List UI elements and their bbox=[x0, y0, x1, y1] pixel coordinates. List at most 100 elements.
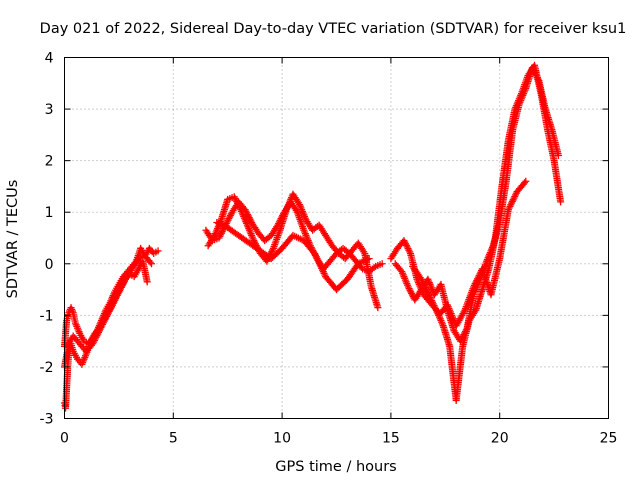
data-point bbox=[231, 194, 239, 202]
chart-title: Day 021 of 2022, Sidereal Day-to-day VTE… bbox=[40, 21, 627, 37]
data-point bbox=[374, 304, 382, 312]
data-point bbox=[407, 288, 415, 296]
data-point bbox=[461, 327, 469, 335]
data-point bbox=[406, 248, 414, 256]
y-tick-label: 1 bbox=[45, 205, 54, 221]
data-point bbox=[250, 237, 258, 245]
data-point bbox=[117, 285, 125, 293]
data-point bbox=[90, 338, 98, 346]
data-point bbox=[378, 260, 386, 268]
data-point bbox=[235, 202, 243, 210]
axes: 0 5 10 15 20 25 -3 -2 -1 0 1 2 3 4 bbox=[40, 51, 618, 447]
data-point bbox=[532, 72, 540, 80]
x-axis-label: GPS time / hours bbox=[275, 459, 396, 475]
data-point bbox=[217, 231, 225, 239]
data-point bbox=[505, 204, 513, 212]
data-point bbox=[99, 319, 107, 327]
data-point bbox=[522, 177, 530, 185]
data-point bbox=[319, 268, 327, 276]
data-point bbox=[406, 286, 414, 294]
data-point bbox=[402, 240, 410, 248]
y-tick-label: 2 bbox=[45, 154, 54, 170]
data-point bbox=[102, 314, 110, 322]
data-point bbox=[521, 179, 529, 187]
data-point bbox=[119, 280, 127, 288]
data-point bbox=[226, 211, 234, 219]
data-point bbox=[233, 199, 241, 207]
data-point bbox=[508, 199, 516, 207]
data-point bbox=[533, 73, 541, 81]
data-point bbox=[103, 311, 111, 319]
data-point bbox=[471, 280, 479, 288]
data-point bbox=[432, 306, 440, 314]
data-point bbox=[528, 64, 536, 72]
data-point bbox=[314, 256, 322, 264]
data-point bbox=[457, 337, 465, 345]
data-point bbox=[112, 295, 120, 303]
data-point bbox=[94, 330, 102, 338]
data-point bbox=[112, 293, 120, 301]
data-point bbox=[430, 302, 438, 310]
data-point bbox=[108, 303, 116, 311]
data-point bbox=[529, 65, 537, 73]
data-point bbox=[315, 259, 323, 267]
y-axis-label: SDTVAR / TECUs bbox=[5, 180, 21, 299]
data-point bbox=[472, 278, 480, 286]
data-point bbox=[96, 325, 104, 333]
x-tick-label: 25 bbox=[600, 431, 618, 447]
data-point bbox=[118, 282, 126, 290]
data-point bbox=[97, 324, 105, 332]
data-point bbox=[316, 261, 324, 269]
data-point bbox=[105, 307, 113, 315]
data-point bbox=[108, 301, 116, 309]
data-point bbox=[428, 298, 436, 306]
data-point bbox=[225, 215, 233, 223]
data-point bbox=[402, 241, 410, 249]
data-point bbox=[89, 340, 97, 348]
data-point bbox=[460, 331, 468, 339]
data-point bbox=[405, 246, 413, 254]
data-point bbox=[461, 329, 469, 337]
y-tick-label: -1 bbox=[40, 308, 54, 324]
data-point bbox=[424, 288, 432, 296]
data-point bbox=[106, 306, 114, 314]
data-point bbox=[470, 281, 478, 289]
data-point bbox=[474, 273, 482, 281]
data-point bbox=[226, 213, 234, 221]
data-point bbox=[420, 280, 428, 288]
data-point bbox=[408, 289, 416, 297]
data-point bbox=[511, 193, 519, 201]
data-point bbox=[107, 304, 115, 312]
data-point bbox=[104, 309, 112, 317]
data-point bbox=[114, 290, 122, 298]
x-tick-label: 0 bbox=[60, 431, 69, 447]
data-point bbox=[101, 316, 109, 324]
data-point bbox=[423, 287, 431, 295]
x-tick-label: 5 bbox=[169, 431, 178, 447]
data-point bbox=[508, 197, 516, 205]
data-point bbox=[143, 278, 151, 286]
data-point bbox=[317, 263, 325, 271]
y-tick-label: 3 bbox=[45, 102, 54, 118]
data-point bbox=[400, 237, 408, 245]
data-point bbox=[421, 283, 429, 291]
data-point bbox=[510, 194, 518, 202]
data-point bbox=[113, 291, 121, 299]
data-point bbox=[554, 151, 562, 159]
data-point bbox=[111, 296, 119, 304]
data-point bbox=[474, 275, 482, 283]
data-point bbox=[230, 193, 238, 201]
data-point bbox=[530, 67, 538, 75]
y-tick-label: -3 bbox=[40, 412, 54, 428]
data-point bbox=[534, 75, 542, 83]
data-point bbox=[504, 206, 512, 214]
data-point bbox=[269, 246, 277, 254]
data-point bbox=[473, 276, 481, 284]
data-point bbox=[236, 204, 244, 212]
data-point bbox=[110, 298, 118, 306]
data-point bbox=[512, 191, 520, 199]
data-point bbox=[91, 335, 99, 343]
data-point bbox=[425, 292, 433, 300]
data-point bbox=[506, 202, 514, 210]
data-point bbox=[117, 283, 125, 291]
